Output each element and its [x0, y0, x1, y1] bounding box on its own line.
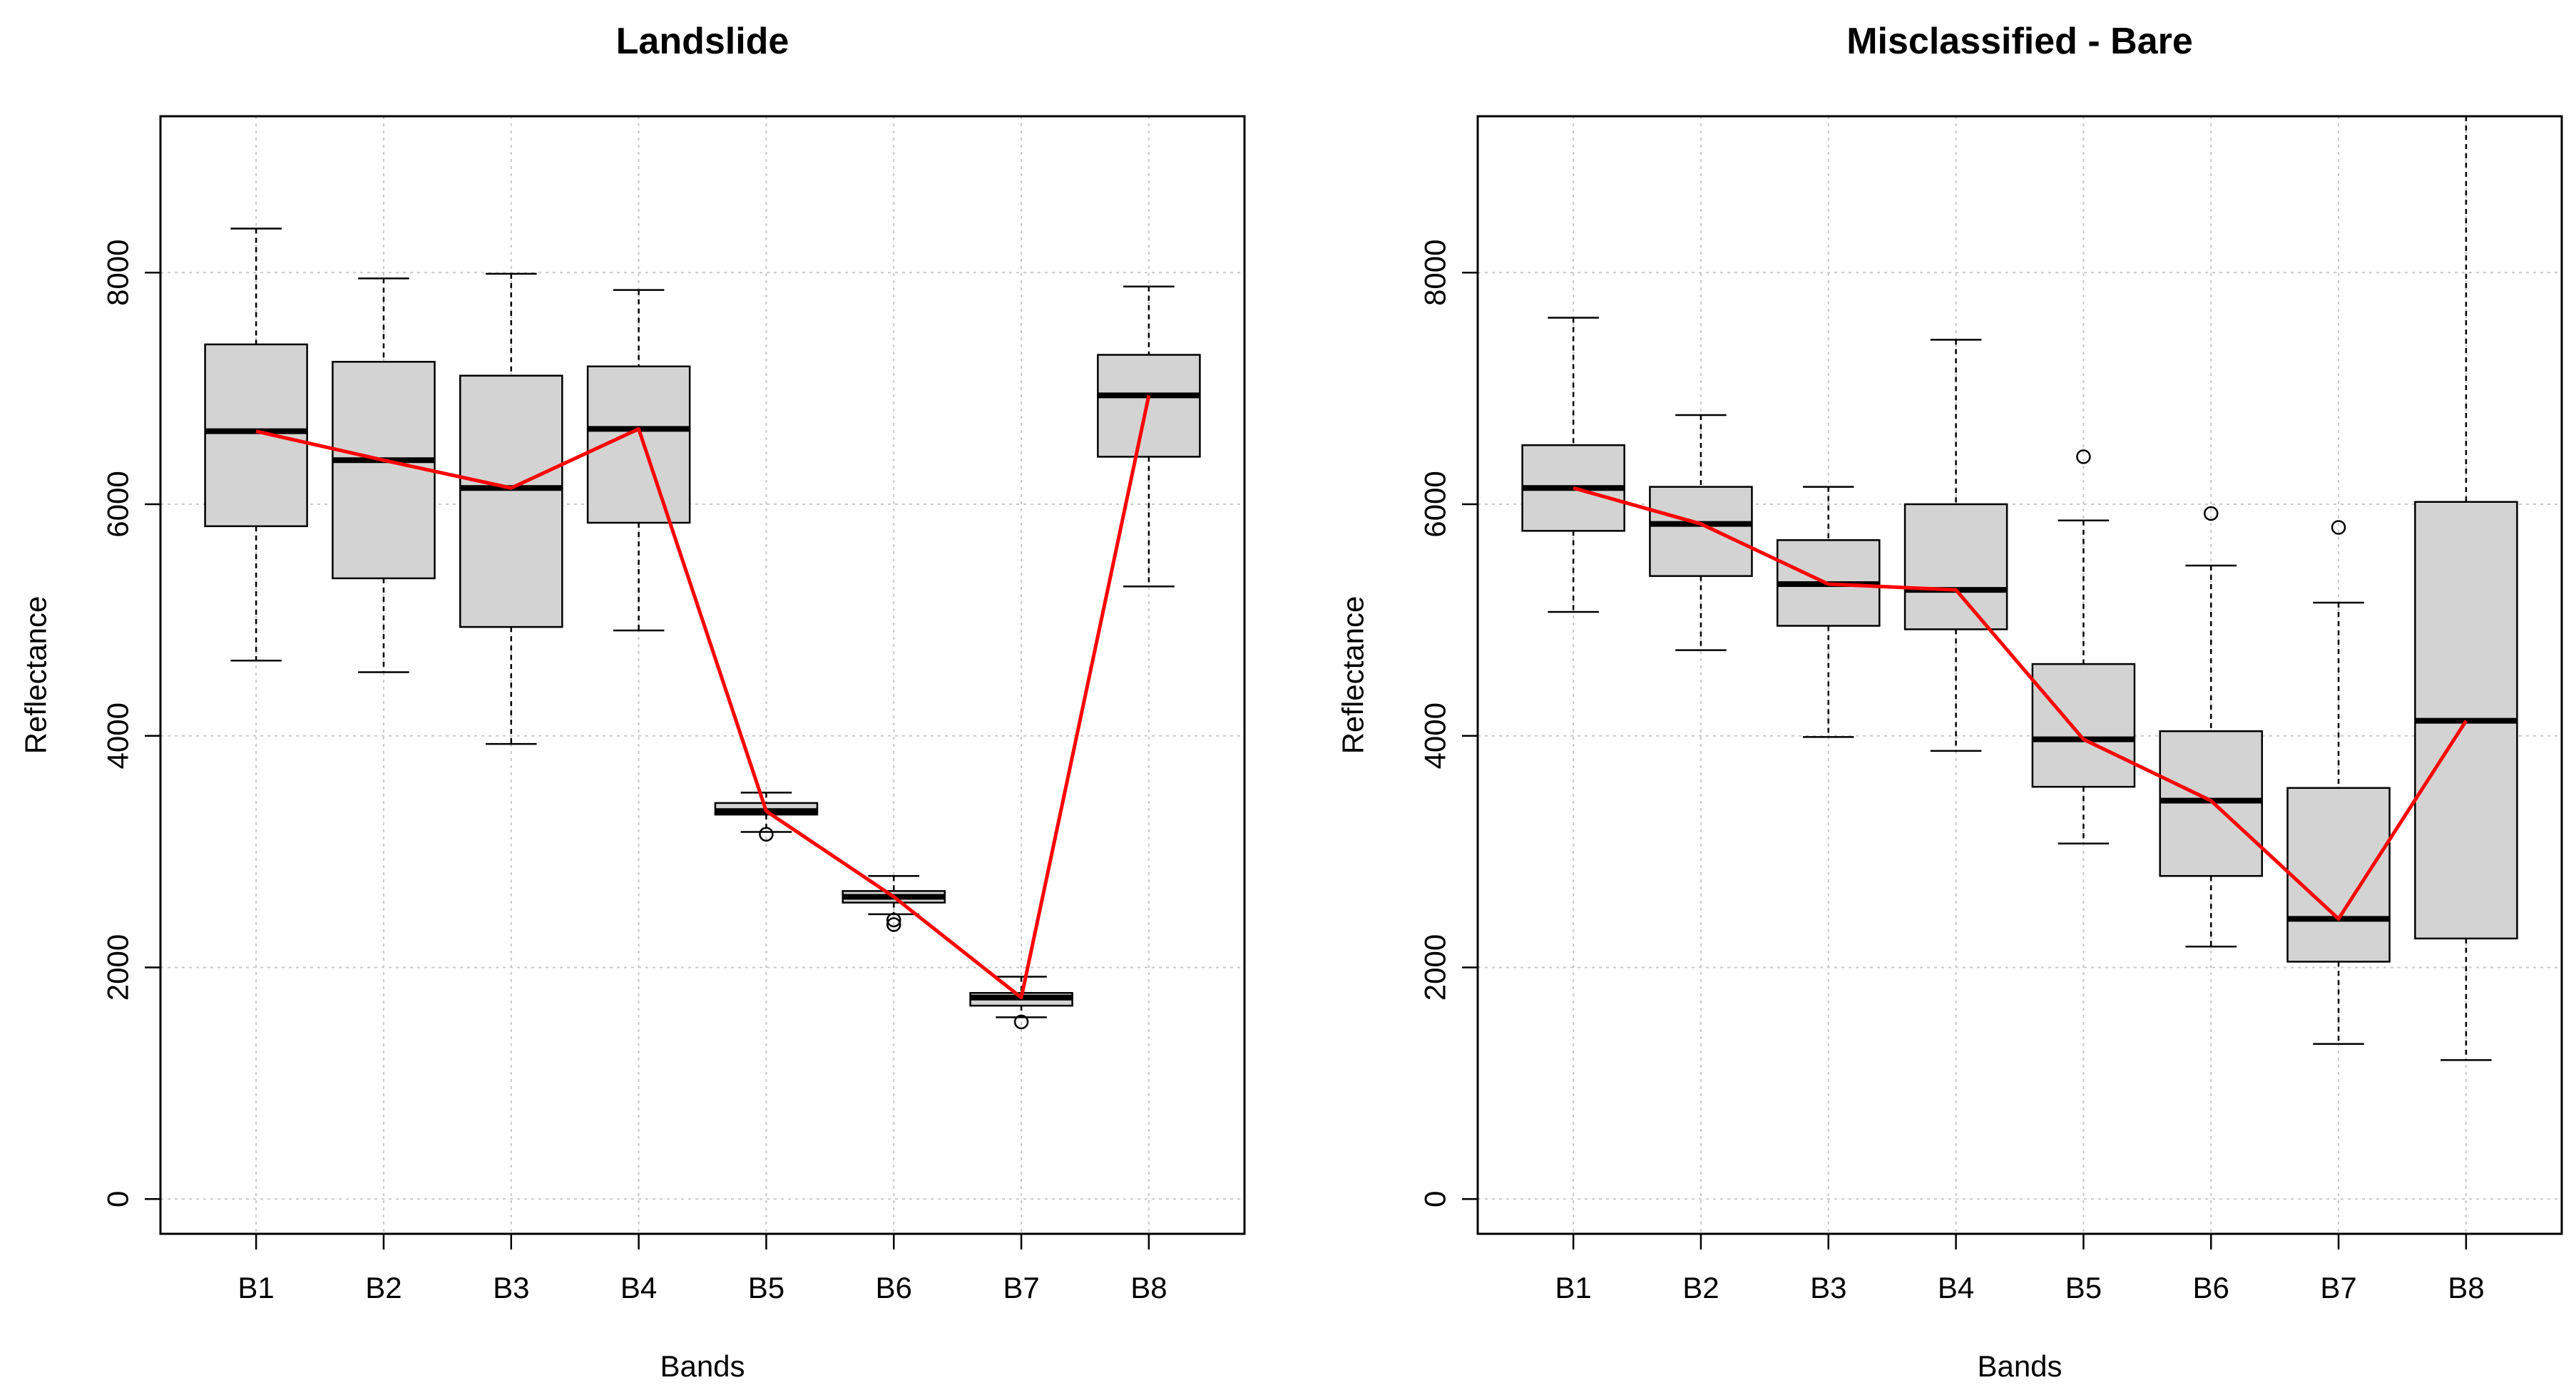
box-B7	[969, 976, 1073, 1030]
x-tick-label: B2	[365, 1271, 402, 1304]
outlier-point	[759, 827, 774, 842]
outlier-point	[886, 917, 901, 932]
x-tick-label: B6	[876, 1271, 912, 1304]
box-B1	[204, 228, 308, 662]
median-trend-line	[255, 394, 1151, 1000]
box-iqr	[1097, 354, 1201, 458]
outlier-point	[1013, 1014, 1029, 1030]
y-tick-label: 2000	[101, 934, 135, 1001]
box-B3	[1776, 486, 1881, 738]
x-tick-label: B7	[2320, 1271, 2356, 1304]
box-iqr	[1649, 486, 1753, 577]
outlier-point	[2076, 449, 2091, 464]
x-tick-label: B6	[2193, 1271, 2229, 1304]
x-tick-label: B8	[1130, 1271, 1167, 1304]
outlier-point	[886, 912, 901, 928]
y-tick-label: 2000	[1419, 934, 1452, 1001]
box-iqr	[459, 374, 563, 628]
x-axis-label: Bands	[660, 1349, 745, 1383]
y-axis-label: Reflectance	[19, 596, 53, 755]
y-tick-label: 0	[1419, 1191, 1452, 1207]
y-tick-label: 6000	[1419, 471, 1452, 537]
outlier-point	[2331, 520, 2346, 535]
box-B4	[586, 289, 691, 632]
x-tick-label: B3	[1810, 1271, 1846, 1304]
box-B2	[332, 277, 436, 673]
box-B8	[1097, 285, 1201, 588]
box-iqr	[2031, 663, 2136, 788]
box-B3	[459, 272, 563, 745]
x-tick-label: B7	[1003, 1271, 1039, 1304]
box-iqr	[332, 361, 436, 580]
box-B2	[1649, 414, 1753, 651]
box-B4	[1903, 339, 2008, 752]
x-axis-label: Bands	[1977, 1349, 2062, 1383]
x-tick-label: B8	[2448, 1271, 2484, 1304]
box-B5	[2031, 449, 2136, 845]
y-tick-label: 6000	[101, 471, 135, 537]
x-tick-label: B2	[1682, 1271, 1719, 1304]
box-B7	[2286, 520, 2391, 1045]
chart-title: Misclassified - Bare	[1846, 21, 2193, 62]
chart-title: Landslide	[616, 21, 789, 62]
box-iqr	[1903, 503, 2008, 630]
plot-frame	[159, 115, 1246, 1235]
x-tick-label: B4	[620, 1271, 657, 1304]
box-iqr	[2159, 730, 2264, 877]
y-tick-label: 8000	[1419, 239, 1452, 305]
box-B6	[2159, 506, 2264, 948]
box-B8	[2414, 115, 2518, 1061]
chart-panel-2: 0 2000 4000 6000 8000 B1 B2 B3 B4 B5 B6 B7 B8 Misclas…	[1336, 21, 2563, 1383]
outlier-point	[2203, 506, 2219, 521]
y-tick-label: 4000	[101, 702, 135, 769]
median-trend-line	[1573, 486, 2468, 921]
x-tick-label: B1	[237, 1271, 274, 1304]
box-iqr	[204, 343, 308, 528]
x-tick-label: B1	[1555, 1271, 1591, 1304]
x-tick-label: B4	[1938, 1271, 1974, 1304]
y-tick-label: 0	[101, 1191, 135, 1207]
x-tick-label: B5	[2065, 1271, 2102, 1304]
x-tick-label: B5	[748, 1271, 784, 1304]
y-axis-label: Reflectance	[1336, 596, 1370, 755]
y-tick-label: 4000	[1419, 702, 1452, 769]
box-B1	[1521, 317, 1625, 613]
box-iqr	[2286, 787, 2391, 963]
plot-frame	[1476, 115, 2563, 1235]
chart-panel-1: 0 2000 4000 6000 8000 B1 B2 B3 B4 B5 B6 B7 B8 Landsli…	[19, 21, 1246, 1383]
y-tick-label: 8000	[101, 239, 135, 305]
x-tick-label: B3	[493, 1271, 529, 1304]
